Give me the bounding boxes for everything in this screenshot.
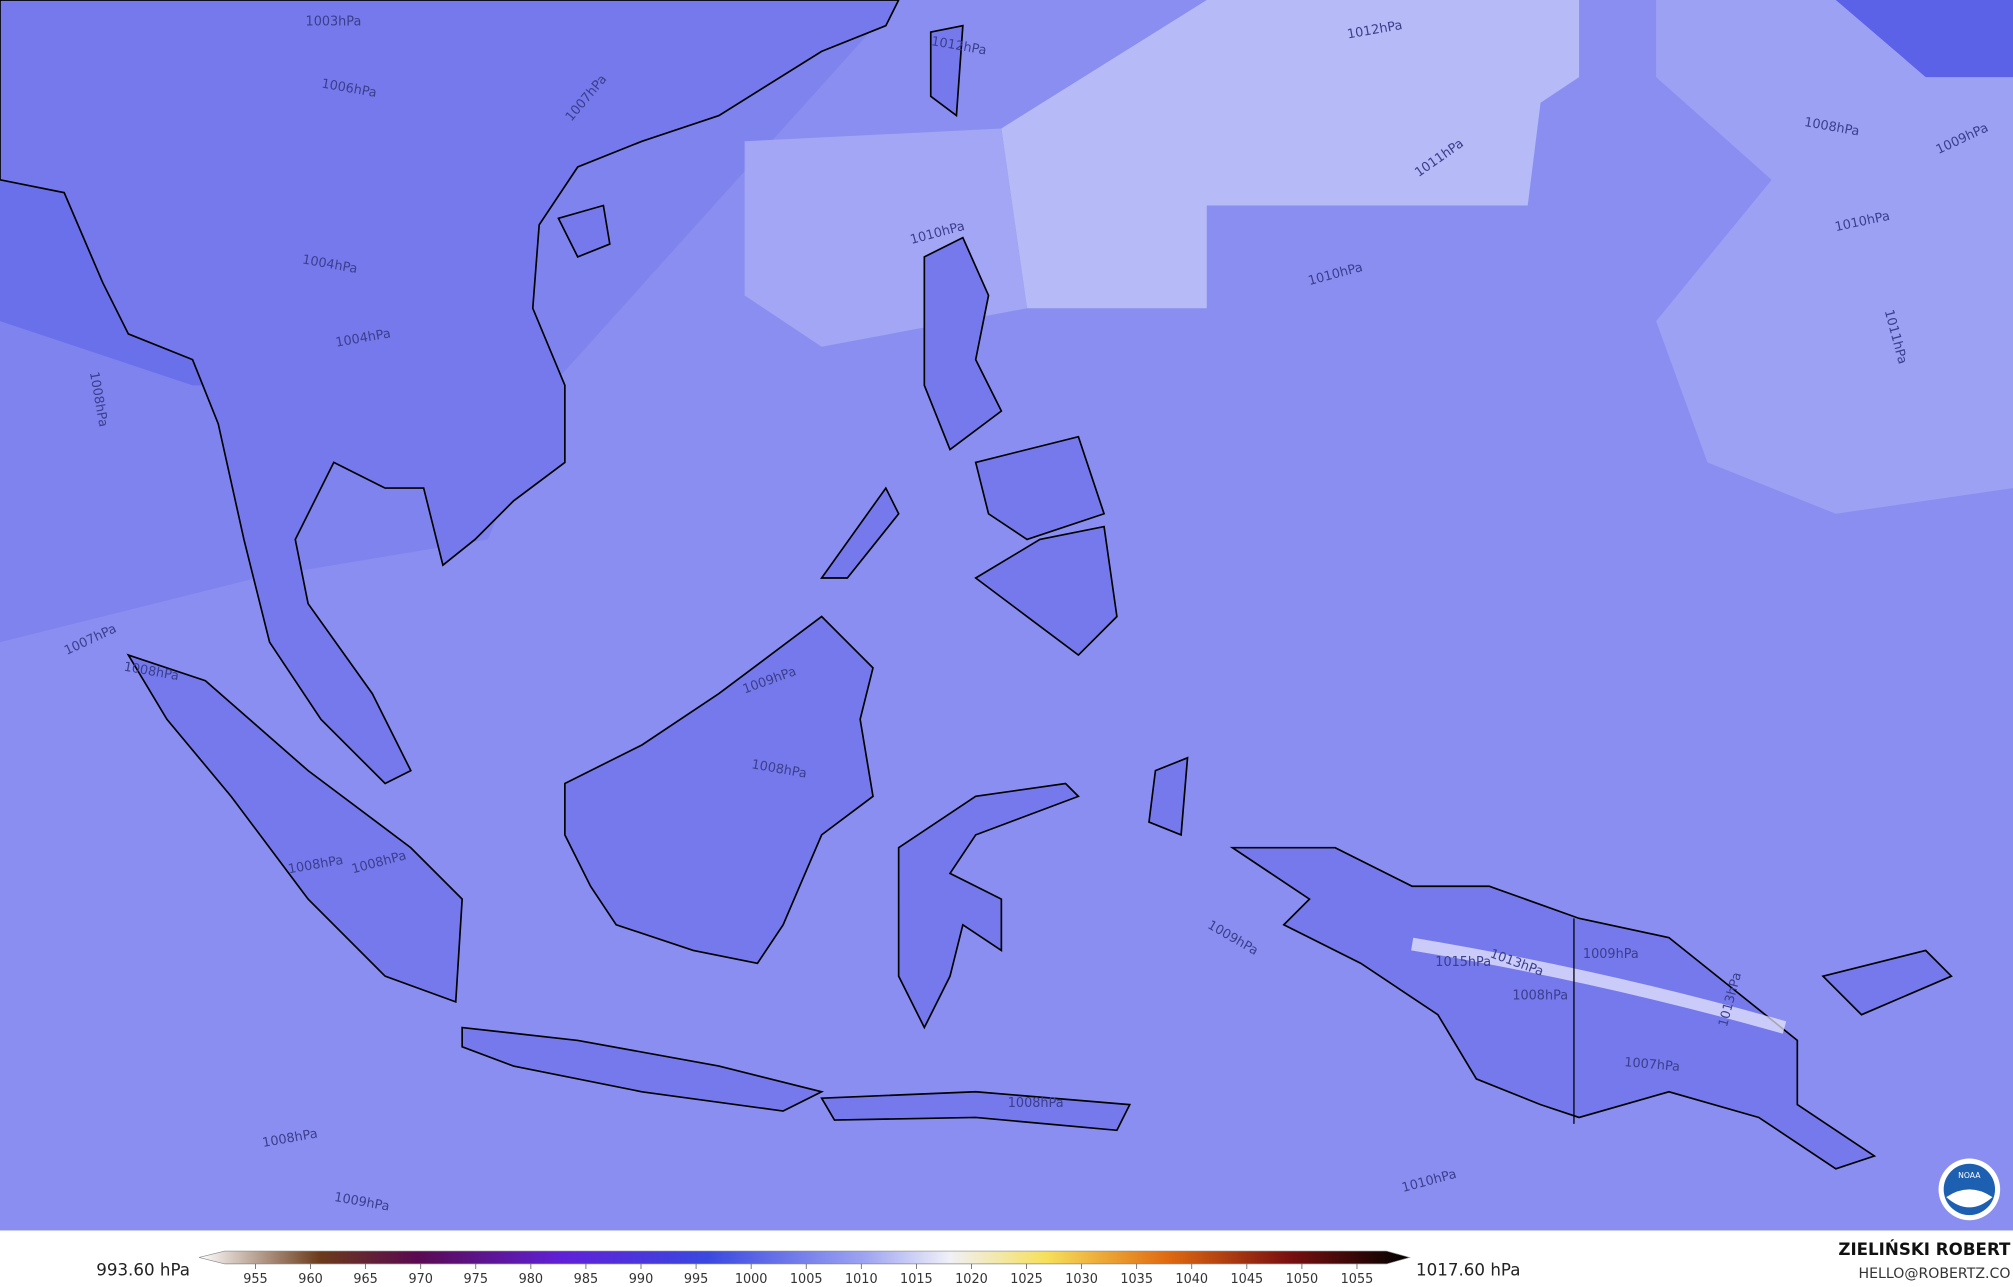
colorbar-tick-label: 965 <box>353 1272 377 1287</box>
land <box>820 1090 1132 1132</box>
land <box>564 615 874 965</box>
land <box>929 24 964 118</box>
pressure-zone <box>1001 0 1580 309</box>
colorbar-tick-label: 1045 <box>1231 1272 1264 1287</box>
colorbar-tick-label: 985 <box>574 1272 598 1287</box>
colorbar-tick-label: 1055 <box>1341 1272 1374 1287</box>
colorbar-tick-label: 960 <box>298 1272 322 1287</box>
colorbar-tick-label: 1005 <box>790 1272 823 1287</box>
pressure-zone <box>1835 0 2013 78</box>
land <box>126 653 464 1004</box>
logo: NOAA <box>1938 1158 2001 1221</box>
colorbar-tick-label: 1020 <box>955 1272 988 1287</box>
contact: HELLO@ROBERTZ.CO <box>1859 1266 2011 1282</box>
colorbar-tick-label: 1030 <box>1065 1272 1098 1287</box>
contour-label: 1007hPa <box>1624 1055 1681 1075</box>
contour-label: 1009hPa <box>1583 947 1639 962</box>
land <box>557 204 611 258</box>
land <box>974 435 1106 541</box>
high-pressure-ridge <box>1411 937 1787 1034</box>
land <box>1821 949 1953 1016</box>
land <box>1229 846 1877 1170</box>
colorbar-tick-label: 1010 <box>845 1272 878 1287</box>
colorbar-tick-label: 975 <box>464 1272 488 1287</box>
contour-label: 1015hPa <box>1435 955 1491 970</box>
author: ZIELIŃSKI ROBERT <box>1838 1240 2011 1259</box>
colorbar-ramp <box>198 1250 1411 1265</box>
colorbar-tick-label: 1040 <box>1175 1272 1208 1287</box>
colorbar-tick-label: 1035 <box>1120 1272 1153 1287</box>
colorbar-tick-label: 1025 <box>1010 1272 1043 1287</box>
colorbar-tick-label: 955 <box>243 1272 267 1287</box>
colorbar-min: 993.60 hPa <box>96 1260 190 1279</box>
logo-text: NOAA <box>1958 1171 1981 1180</box>
land <box>1148 756 1189 837</box>
land <box>923 236 1003 451</box>
land <box>461 1026 825 1112</box>
colorbar: 993.60 hPa 1017.60 hPa 955 960 965 970 975 98… <box>96 1250 1520 1287</box>
land <box>897 782 1080 1030</box>
contour-label: 1003hPa <box>306 15 362 30</box>
colorbar-tick-label: 1015 <box>900 1272 933 1287</box>
pressure-zone <box>1656 0 2013 514</box>
colorbar-tick-label: 980 <box>519 1272 543 1287</box>
colorbar-tick-label: 970 <box>408 1272 432 1287</box>
contour-label: 1008hPa <box>1008 1096 1064 1111</box>
land <box>974 525 1118 657</box>
colorbar-tick-label: 1050 <box>1286 1272 1319 1287</box>
land <box>820 486 900 579</box>
colorbar-tick-label: 1000 <box>735 1272 768 1287</box>
colorbar-tick-label: 990 <box>629 1272 653 1287</box>
colorbar-max: 1017.60 hPa <box>1416 1260 1520 1279</box>
colorbar-tick-label: 995 <box>684 1272 708 1287</box>
land <box>0 0 900 785</box>
logo-wave <box>1946 1189 1993 1208</box>
contour-label: 1008hPa <box>1512 988 1568 1003</box>
